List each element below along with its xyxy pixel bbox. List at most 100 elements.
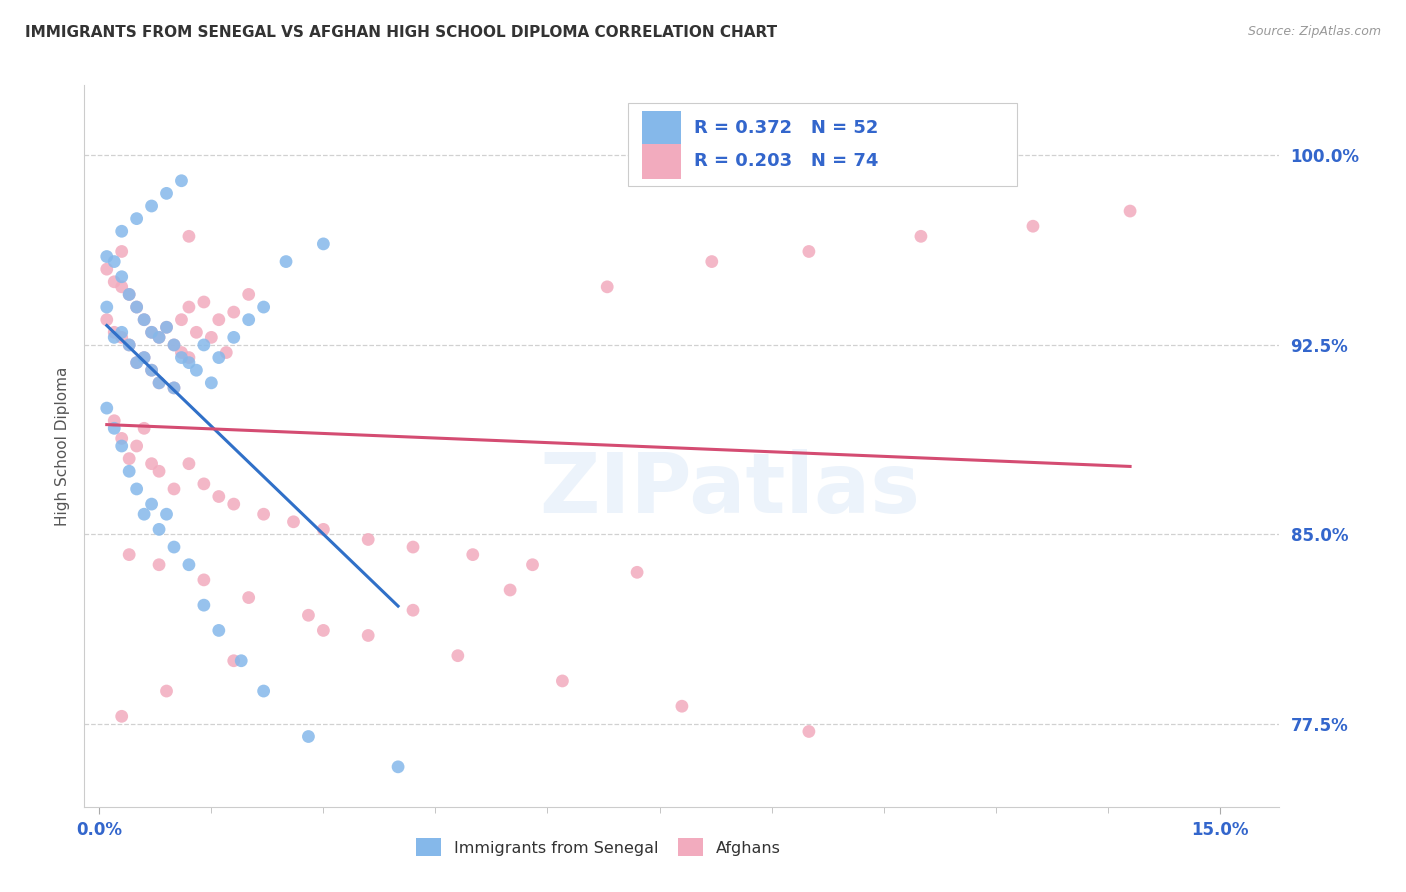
Point xyxy=(141,363,163,377)
Point xyxy=(193,295,215,310)
Point xyxy=(193,338,215,352)
Point xyxy=(103,275,125,289)
Point xyxy=(111,709,134,723)
Point xyxy=(111,432,134,446)
Point xyxy=(141,199,163,213)
Point xyxy=(163,338,186,352)
Point xyxy=(125,356,148,370)
Point xyxy=(231,654,253,668)
Point xyxy=(141,363,163,377)
Point xyxy=(177,351,200,365)
Point xyxy=(96,300,118,314)
Bar xyxy=(643,144,681,178)
Point xyxy=(163,381,186,395)
Point xyxy=(155,507,177,521)
Point xyxy=(132,351,156,365)
Point xyxy=(387,760,409,774)
Point xyxy=(312,522,335,536)
Point xyxy=(208,490,231,504)
Point xyxy=(118,338,141,352)
Point xyxy=(402,603,425,617)
Point xyxy=(1022,219,1045,234)
Point xyxy=(297,608,319,623)
Point xyxy=(125,211,148,226)
Point xyxy=(111,330,134,344)
Text: R = 0.203   N = 74: R = 0.203 N = 74 xyxy=(695,153,879,170)
Point xyxy=(797,724,820,739)
Point xyxy=(118,451,141,466)
Point xyxy=(200,330,222,344)
Point xyxy=(200,376,222,390)
FancyBboxPatch shape xyxy=(628,103,1017,186)
Point xyxy=(118,548,141,562)
Point xyxy=(274,254,297,268)
Point xyxy=(238,312,260,326)
Point xyxy=(125,300,148,314)
Point xyxy=(132,351,156,365)
Point xyxy=(253,684,276,698)
Point xyxy=(96,312,118,326)
Point xyxy=(177,356,200,370)
Point xyxy=(222,330,245,344)
Point xyxy=(111,244,134,259)
Point xyxy=(357,628,380,642)
Point xyxy=(177,300,200,314)
Point xyxy=(125,482,148,496)
Point xyxy=(461,548,484,562)
Point xyxy=(148,522,170,536)
Point xyxy=(222,305,245,319)
Point xyxy=(155,684,177,698)
Point xyxy=(148,376,170,390)
Point xyxy=(96,401,118,416)
Point xyxy=(177,558,200,572)
Point xyxy=(111,224,134,238)
Point xyxy=(910,229,932,244)
Point xyxy=(522,558,544,572)
Point xyxy=(193,476,215,491)
Point xyxy=(170,174,193,188)
Point xyxy=(118,464,141,478)
Point xyxy=(626,566,648,580)
Point xyxy=(111,439,134,453)
Text: Source: ZipAtlas.com: Source: ZipAtlas.com xyxy=(1247,25,1381,38)
Point xyxy=(253,507,276,521)
Point xyxy=(208,624,231,638)
Point xyxy=(132,312,156,326)
Point xyxy=(402,540,425,554)
Point xyxy=(312,624,335,638)
Point xyxy=(551,673,574,688)
Point xyxy=(132,421,156,435)
Point xyxy=(357,533,380,547)
Point xyxy=(297,730,319,744)
Point xyxy=(111,280,134,294)
Point xyxy=(499,582,522,597)
Point xyxy=(111,326,134,340)
Point xyxy=(141,326,163,340)
Point xyxy=(671,699,693,714)
Point xyxy=(141,457,163,471)
Point xyxy=(148,376,170,390)
Point xyxy=(238,591,260,605)
Point xyxy=(132,312,156,326)
Point xyxy=(155,186,177,201)
Point xyxy=(163,540,186,554)
Point xyxy=(163,381,186,395)
Point xyxy=(208,351,231,365)
Point xyxy=(118,287,141,301)
Text: R = 0.372   N = 52: R = 0.372 N = 52 xyxy=(695,120,879,137)
Point xyxy=(96,250,118,264)
Y-axis label: High School Diploma: High School Diploma xyxy=(55,367,70,525)
Point xyxy=(148,558,170,572)
Point xyxy=(170,312,193,326)
Point xyxy=(125,439,148,453)
Point xyxy=(700,254,723,268)
Point xyxy=(96,262,118,277)
Point xyxy=(103,421,125,435)
Point xyxy=(193,573,215,587)
Point xyxy=(125,356,148,370)
Text: IMMIGRANTS FROM SENEGAL VS AFGHAN HIGH SCHOOL DIPLOMA CORRELATION CHART: IMMIGRANTS FROM SENEGAL VS AFGHAN HIGH S… xyxy=(25,25,778,40)
Point xyxy=(1119,204,1142,219)
Point xyxy=(103,330,125,344)
Point xyxy=(141,497,163,511)
Point xyxy=(103,414,125,428)
